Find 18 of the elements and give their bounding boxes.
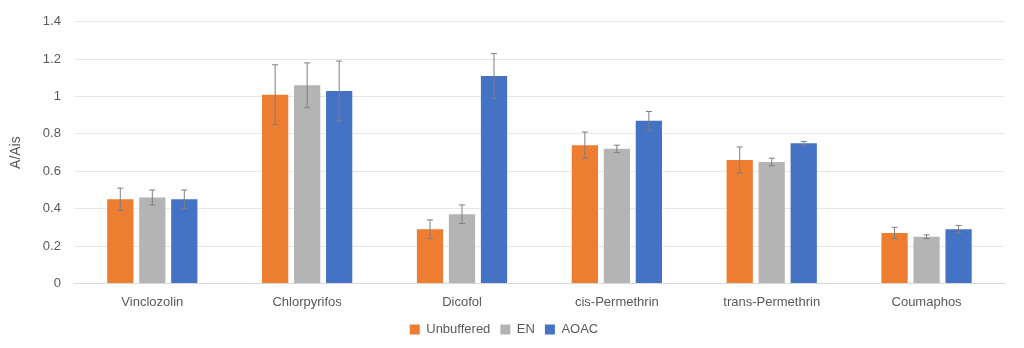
x-tick-label: Dicofol — [442, 293, 482, 309]
x-tick-label: trans-Permethrin — [723, 293, 821, 309]
x-tick-label: Vinclozolin — [121, 293, 184, 309]
x-tick-label: Chlorpyrifos — [272, 293, 343, 309]
x-tick-label: Coumaphos — [891, 293, 963, 309]
legend-label: AOAC — [561, 321, 599, 337]
y-tick-label: 1.4 — [42, 13, 61, 29]
x-tick-label: cis-Permethrin — [574, 293, 659, 309]
y-tick-label: 1.2 — [42, 50, 61, 66]
y-tick-label: 0.4 — [42, 200, 61, 216]
y-tick-label: 0.6 — [42, 162, 61, 178]
y-tick-label: 0.8 — [42, 125, 61, 141]
legend-label: EN — [516, 321, 535, 337]
y-tick-label: 0 — [53, 274, 61, 290]
y-tick-label: 1 — [53, 88, 61, 104]
legend-label: Unbuffered — [426, 321, 491, 337]
y-axis-title: A/Ais — [7, 136, 24, 169]
y-tick-label: 0.2 — [42, 237, 61, 253]
